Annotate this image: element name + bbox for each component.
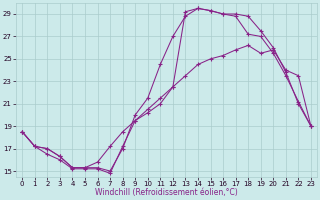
- X-axis label: Windchill (Refroidissement éolien,°C): Windchill (Refroidissement éolien,°C): [95, 188, 238, 197]
